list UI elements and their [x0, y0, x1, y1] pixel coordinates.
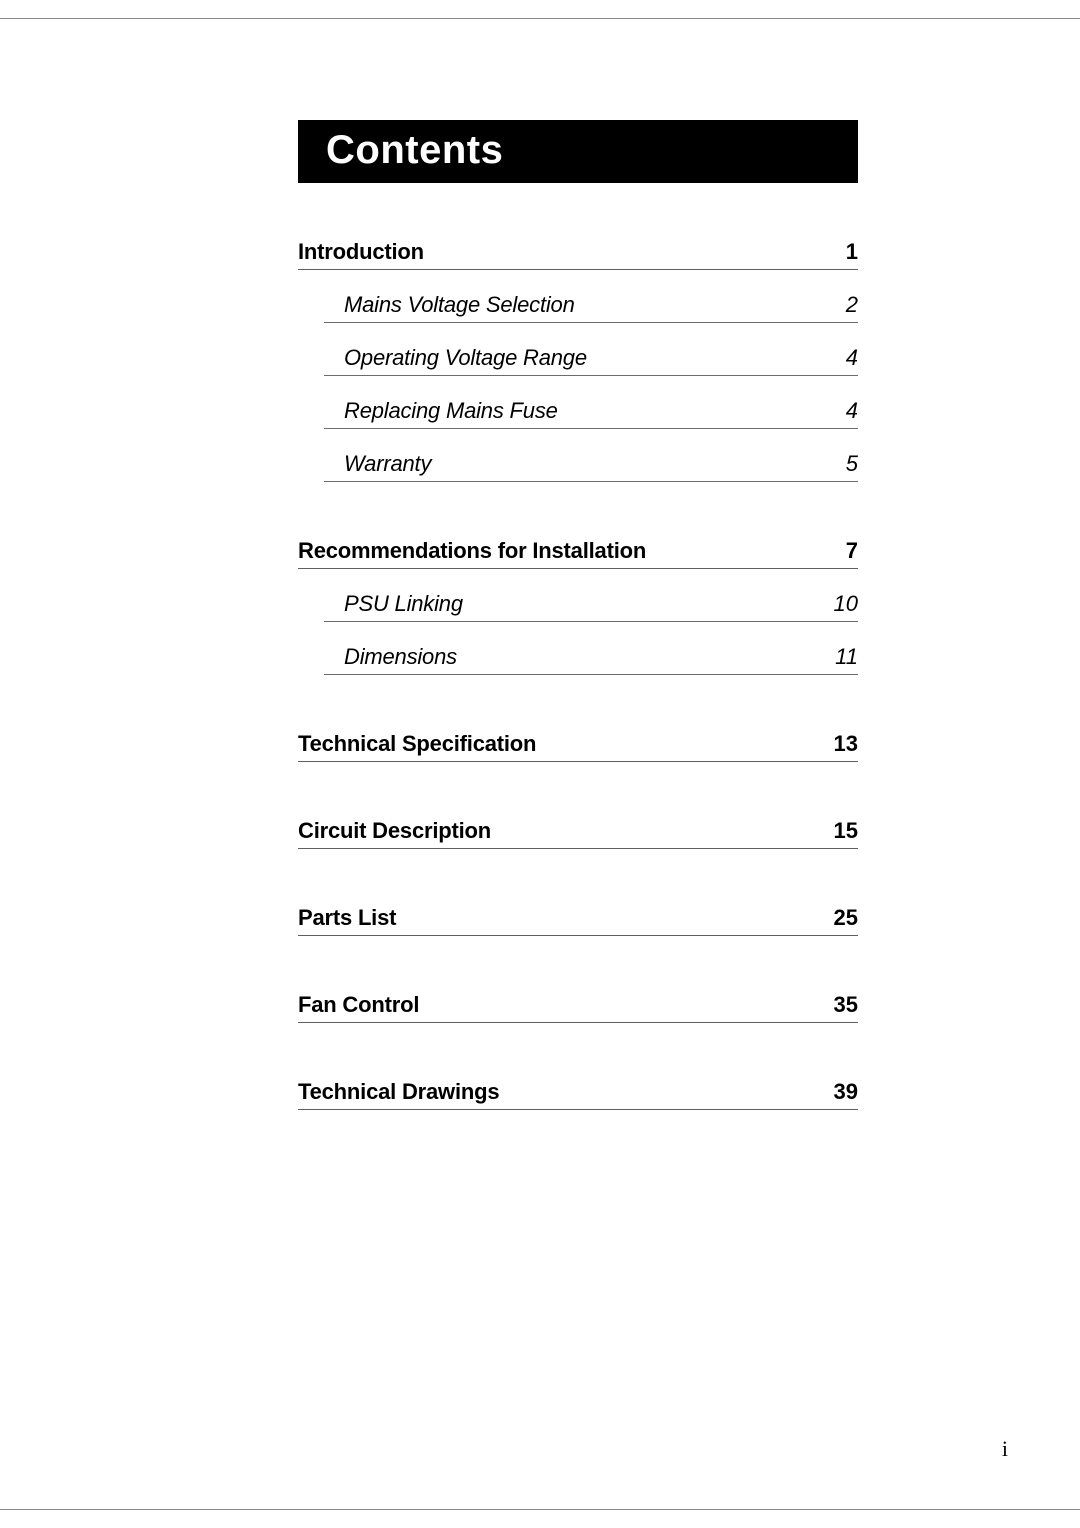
toc-sub-label: Mains Voltage Selection — [324, 292, 575, 318]
toc-sub-label: Warranty — [324, 451, 431, 477]
toc-section-row: Technical Specification 13 — [298, 731, 858, 762]
page-title: Contents — [298, 120, 858, 183]
toc-section-page: 39 — [834, 1079, 858, 1105]
toc-sub-page: 4 — [846, 345, 858, 371]
toc-sub-page: 4 — [846, 398, 858, 424]
toc-sub-page: 11 — [835, 644, 858, 670]
toc-section-page: 1 — [846, 239, 858, 265]
toc-section-label: Fan Control — [298, 992, 419, 1018]
toc-section-page: 25 — [834, 905, 858, 931]
toc-sub-row: PSU Linking 10 — [324, 591, 858, 622]
toc-section-row: Circuit Description 15 — [298, 818, 858, 849]
page-number: i — [1002, 1436, 1008, 1462]
toc-section-row: Technical Drawings 39 — [298, 1079, 858, 1110]
toc-section-row: Introduction 1 — [298, 239, 858, 270]
contents-page: Contents Introduction 1 Mains Voltage Se… — [298, 120, 858, 1166]
toc-sub-row: Dimensions 11 — [324, 644, 858, 675]
toc-section-row: Fan Control 35 — [298, 992, 858, 1023]
toc-section-row: Recommendations for Installation 7 — [298, 538, 858, 569]
toc-sub-label: PSU Linking — [324, 591, 463, 617]
toc-section-label: Circuit Description — [298, 818, 491, 844]
toc-section: Recommendations for Installation 7 PSU L… — [298, 538, 858, 675]
toc-section: Technical Drawings 39 — [298, 1079, 858, 1110]
toc-section-label: Technical Drawings — [298, 1079, 499, 1105]
toc-section-label: Parts List — [298, 905, 396, 931]
toc-section-page: 35 — [834, 992, 858, 1018]
toc-section-page: 13 — [834, 731, 858, 757]
toc-sub-page: 5 — [846, 451, 858, 477]
toc-section-label: Introduction — [298, 239, 424, 265]
toc-section-page: 7 — [846, 538, 858, 564]
toc-section: Parts List 25 — [298, 905, 858, 936]
toc-section: Fan Control 35 — [298, 992, 858, 1023]
toc-section-label: Recommendations for Installation — [298, 538, 646, 564]
toc-sub-row: Warranty 5 — [324, 451, 858, 482]
top-horizontal-rule — [0, 18, 1080, 19]
toc-section-row: Parts List 25 — [298, 905, 858, 936]
toc-section-page: 15 — [834, 818, 858, 844]
bottom-horizontal-rule — [0, 1509, 1080, 1510]
toc-section: Circuit Description 15 — [298, 818, 858, 849]
toc-sub-row: Operating Voltage Range 4 — [324, 345, 858, 376]
toc-sub-page: 2 — [846, 292, 858, 318]
toc-section-label: Technical Specification — [298, 731, 536, 757]
toc-sub-label: Operating Voltage Range — [324, 345, 587, 371]
toc-section: Technical Specification 13 — [298, 731, 858, 762]
toc-sub-row: Replacing Mains Fuse 4 — [324, 398, 858, 429]
toc-sub-label: Replacing Mains Fuse — [324, 398, 558, 424]
toc-sub-label: Dimensions — [324, 644, 457, 670]
toc-sub-row: Mains Voltage Selection 2 — [324, 292, 858, 323]
toc-sub-page: 10 — [834, 591, 858, 617]
toc-section: Introduction 1 Mains Voltage Selection 2… — [298, 239, 858, 482]
